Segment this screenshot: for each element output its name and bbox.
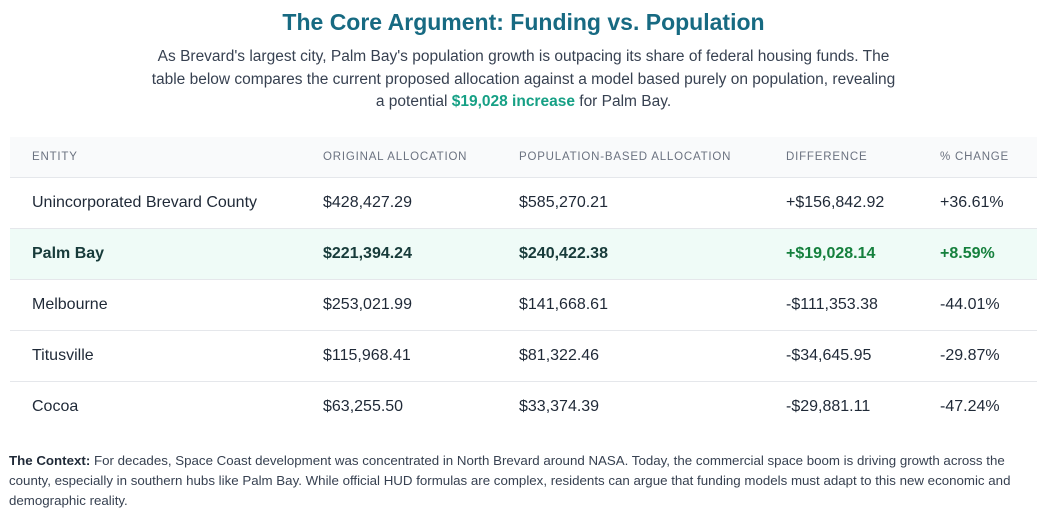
- allocation-table: ENTITY ORIGINAL ALLOCATION POPULATION-BA…: [10, 137, 1037, 432]
- entity-cell: Melbourne: [10, 279, 323, 331]
- population-based-cell: $585,270.21: [519, 177, 786, 229]
- entity-cell: Unincorporated Brevard County: [10, 177, 323, 229]
- entity-cell: Titusville: [10, 330, 323, 382]
- intro-paragraph: As Brevard's largest city, Palm Bay's po…: [150, 46, 897, 114]
- difference-cell: +$156,842.92: [786, 177, 940, 229]
- difference-cell: -$34,645.95: [786, 330, 940, 382]
- pct-change-cell: -29.87%: [940, 330, 1037, 382]
- pct-change-cell: -47.24%: [940, 397, 1000, 415]
- intro-text-start: As Brevard's largest city, Palm Bay's po…: [151, 48, 896, 110]
- original-cell: $63,255.50: [323, 397, 404, 415]
- population-based-cell: $33,374.39: [519, 397, 600, 415]
- increase-highlight: $19,028 increase: [451, 93, 575, 110]
- page-title: The Core Argument: Funding vs. Populatio…: [282, 9, 765, 35]
- entity-cell: Cocoa: [32, 397, 79, 415]
- context-note: The Context: For decades, Space Coast de…: [9, 451, 1039, 511]
- table-row: Unincorporated Brevard County $428,427.2…: [10, 177, 1037, 229]
- table-row: Melbourne $253,021.99 $141,668.61 -$111,…: [10, 279, 1037, 331]
- column-header-original: ORIGINAL ALLOCATION: [323, 137, 519, 178]
- original-cell: $253,021.99: [323, 279, 519, 331]
- table-row: Titusville $115,968.41 $81,322.46 -$34,6…: [10, 330, 1037, 382]
- pct-change-cell: -44.01%: [940, 279, 1037, 331]
- column-header-difference: DIFFERENCE: [786, 137, 940, 178]
- column-header-population-based: POPULATION-BASED ALLOCATION: [519, 137, 786, 178]
- table-row: Cocoa $63,255.50 $33,374.39 -$29,881.11 …: [10, 381, 1037, 432]
- original-cell: $428,427.29: [323, 177, 519, 229]
- difference-cell: -$111,353.38: [786, 279, 940, 331]
- population-based-cell: $141,668.61: [519, 279, 786, 331]
- original-cell: $115,968.41: [323, 330, 519, 382]
- table-header-row: ENTITY ORIGINAL ALLOCATION POPULATION-BA…: [10, 137, 1037, 178]
- population-based-cell: $81,322.46: [519, 330, 786, 382]
- table-row-featured: Palm Bay $221,394.24 $240,422.38 +$19,02…: [10, 228, 1037, 280]
- population-based-cell: $240,422.38: [519, 228, 786, 280]
- context-label: The Context:: [9, 453, 91, 468]
- pct-change-cell: +36.61%: [940, 177, 1037, 229]
- context-text: For decades, Space Coast development was…: [9, 453, 1011, 508]
- column-header-pct-change: % CHANGE: [940, 137, 1037, 178]
- original-cell: $221,394.24: [323, 228, 519, 280]
- entity-cell: Palm Bay: [10, 228, 323, 280]
- intro-text-end: for Palm Bay.: [574, 93, 672, 110]
- difference-cell: -$29,881.11: [786, 397, 871, 415]
- column-header-entity: ENTITY: [10, 137, 323, 178]
- difference-cell: +$19,028.14: [786, 228, 940, 280]
- pct-change-cell: +8.59%: [940, 228, 1037, 280]
